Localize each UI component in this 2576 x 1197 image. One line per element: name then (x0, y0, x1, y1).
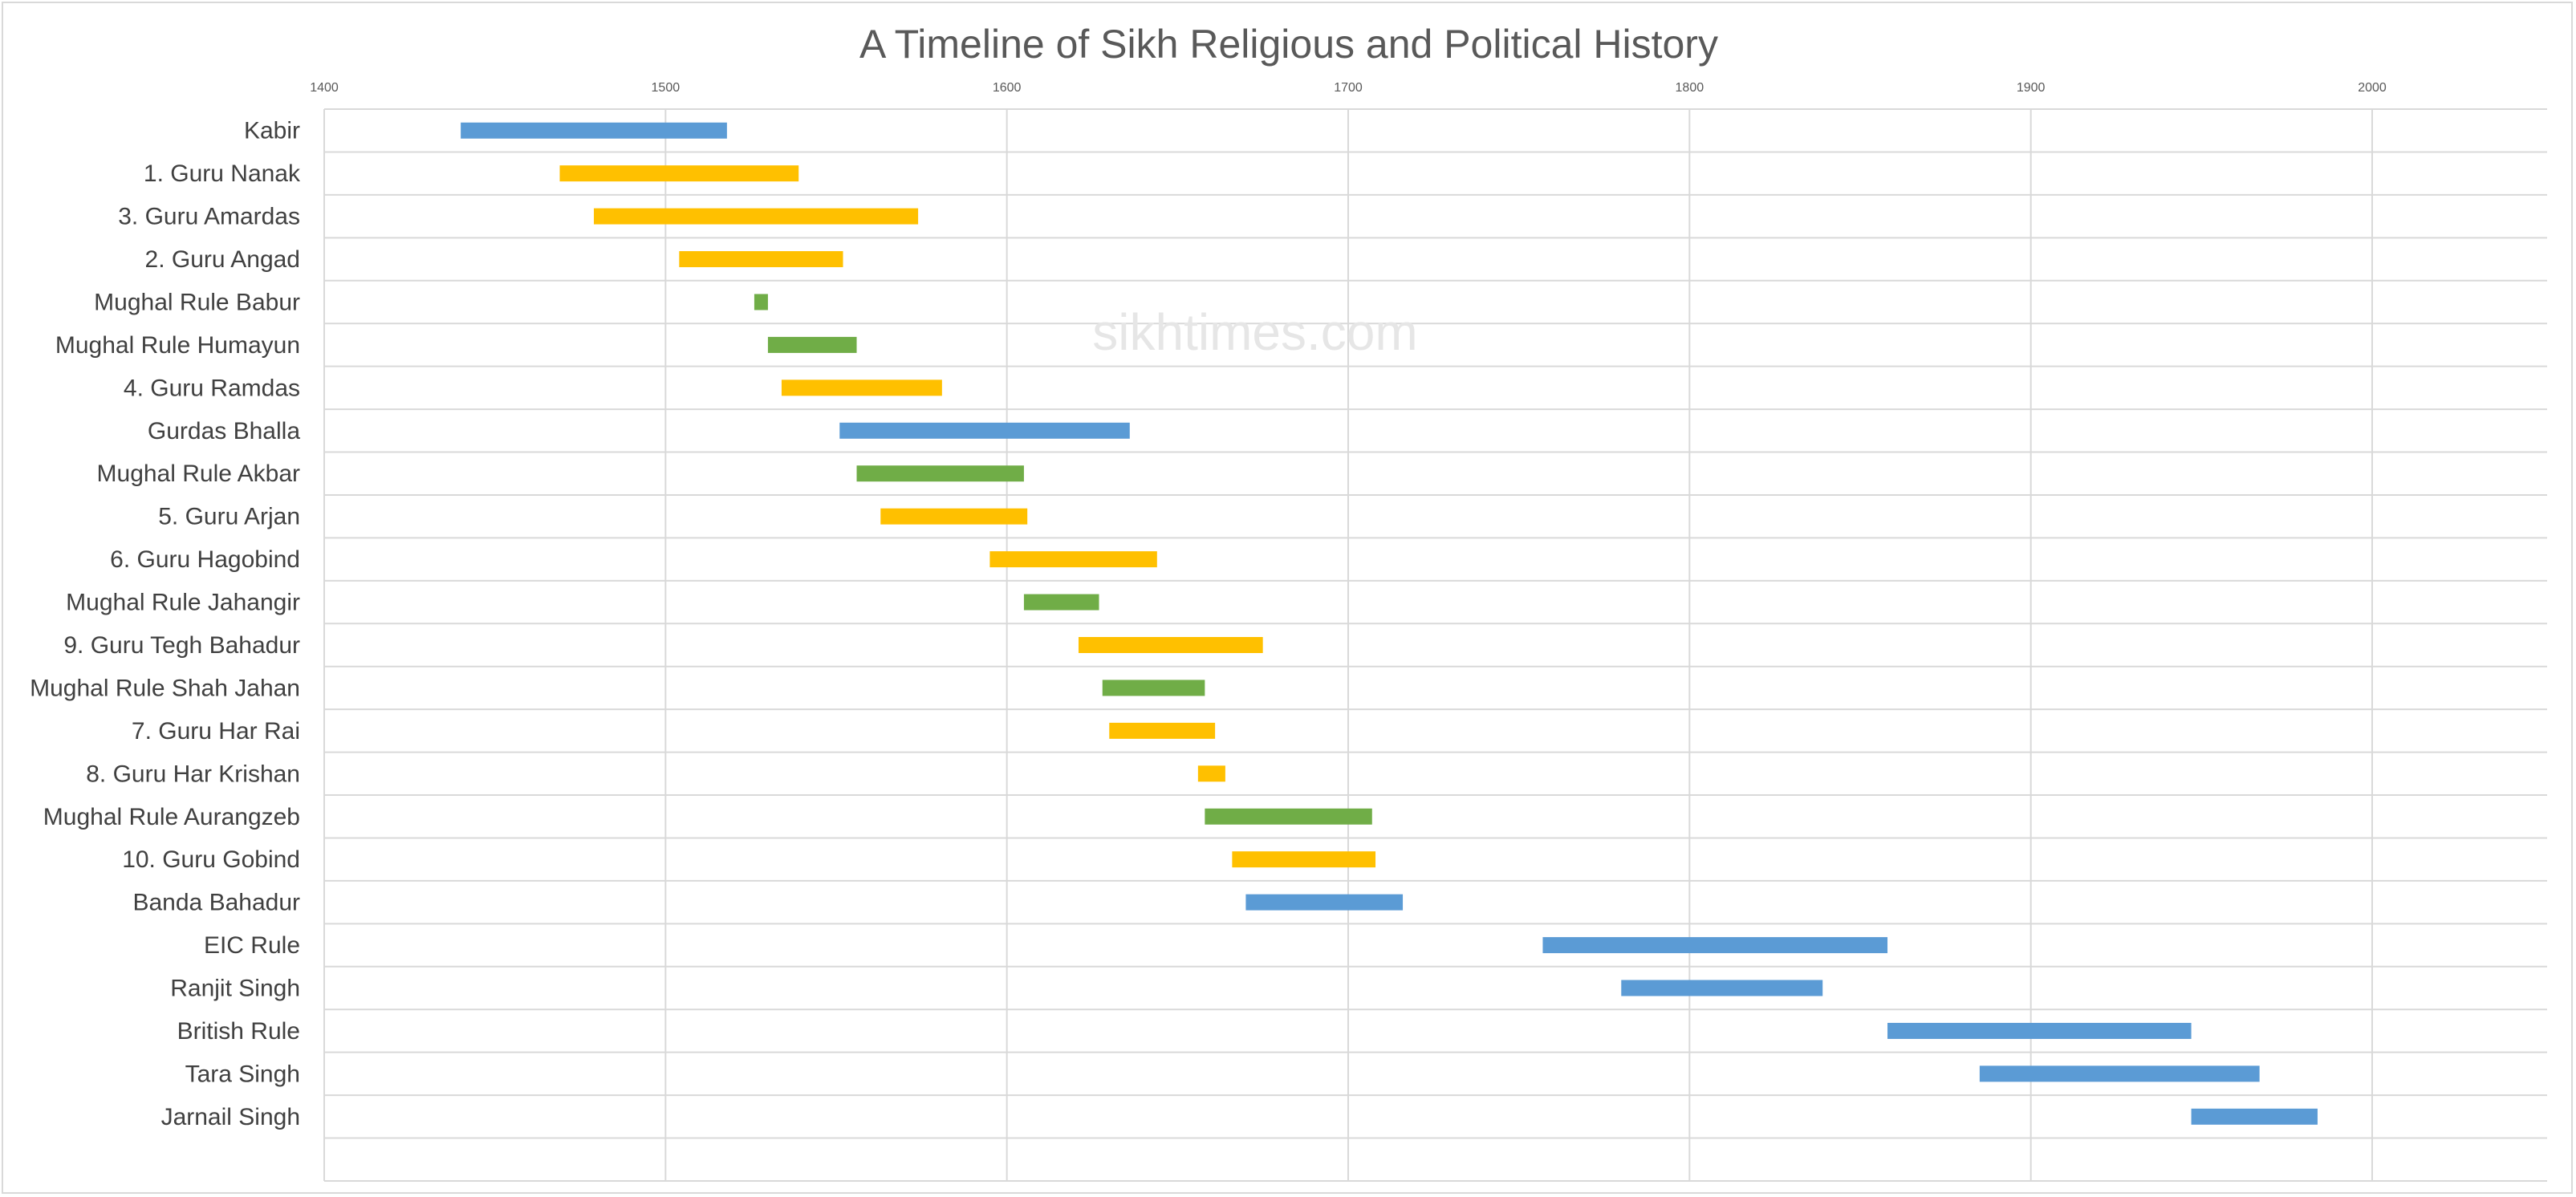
timeline-bar (2191, 1108, 2318, 1125)
timeline-bar (1621, 980, 1823, 996)
timeline-bar (1542, 937, 1888, 954)
row-label: Mughal Rule Akbar (97, 461, 300, 487)
row-label: Mughal Rule Babur (94, 289, 300, 315)
row-label: 7. Guru Har Rai (132, 718, 300, 745)
row-label: 4. Guru Ramdas (124, 375, 300, 401)
row-label: Tara Singh (185, 1061, 300, 1087)
row-label: Mughal Rule Shah Jahan (30, 675, 300, 701)
timeline-bar (559, 165, 799, 182)
row-label: Mughal Rule Humayun (55, 332, 300, 359)
x-tick-label: 1500 (652, 81, 681, 95)
timeline-chart: A Timeline of Sikh Religious and Politic… (30, 22, 2547, 1182)
timeline-bar (1078, 637, 1263, 653)
x-tick-label: 1700 (1334, 81, 1363, 95)
timeline-bar (1102, 680, 1205, 696)
timeline-bar (461, 122, 727, 139)
row-label: Kabir (244, 118, 300, 144)
x-tick-label: 1400 (310, 81, 339, 95)
timeline-bar (1245, 894, 1404, 911)
x-tick-label: 1800 (1676, 81, 1704, 95)
row-label: 10. Guru Gobind (122, 846, 300, 873)
timeline-bars (461, 122, 2318, 1125)
timeline-bar (839, 422, 1130, 439)
timeline-bar (1023, 594, 1099, 611)
x-tick-label: 1900 (2017, 81, 2046, 95)
x-tick-label: 2000 (2358, 81, 2387, 95)
timeline-bar (1197, 765, 1225, 782)
x-axis-ticks: 1400 1500 1600 1700 1800 1900 2000 (310, 81, 2387, 95)
row-label: 2. Guru Angad (145, 246, 300, 273)
y-axis-labels: Kabir 1. Guru Nanak 3. Guru Amardas 2. Guru… (30, 118, 301, 1130)
row-label: British Rule (177, 1018, 300, 1045)
timeline-bar (880, 508, 1028, 525)
x-tick-label: 1600 (993, 81, 1022, 95)
row-label: EIC Rule (204, 932, 300, 959)
row-label: 3. Guru Amardas (118, 204, 300, 230)
row-label: Ranjit Singh (170, 976, 300, 1002)
timeline-bar (1232, 851, 1376, 868)
row-label: Mughal Rule Aurangzeb (43, 804, 300, 830)
timeline-bar (1979, 1065, 2260, 1082)
row-label: 6. Guru Hagobind (110, 546, 300, 573)
row-label: 8. Guru Har Krishan (86, 761, 300, 787)
timeline-bar (1887, 1022, 2192, 1039)
timeline-bar (1109, 722, 1216, 739)
timeline-bar (767, 336, 857, 353)
row-label: 9. Guru Tegh Bahadur (63, 632, 300, 659)
row-label: Gurdas Bhalla (148, 418, 300, 444)
chart-title: A Timeline of Sikh Religious and Politic… (859, 22, 1718, 67)
timeline-bar (856, 465, 1024, 482)
watermark-text: sikhtimes.com (1092, 303, 1417, 361)
row-label: Mughal Rule Jahangir (66, 590, 300, 616)
row-label: 1. Guru Nanak (144, 160, 301, 187)
timeline-bar (754, 294, 768, 310)
timeline-bar (989, 551, 1157, 568)
row-label: Jarnail Singh (161, 1104, 300, 1130)
row-label: 5. Guru Arjan (158, 504, 300, 530)
timeline-bar (679, 251, 843, 268)
row-label: Banda Bahadur (132, 890, 300, 916)
grid-lines (323, 108, 2547, 1182)
timeline-bar (1205, 808, 1372, 825)
timeline-bar (781, 379, 942, 396)
timeline-bar (594, 208, 919, 225)
